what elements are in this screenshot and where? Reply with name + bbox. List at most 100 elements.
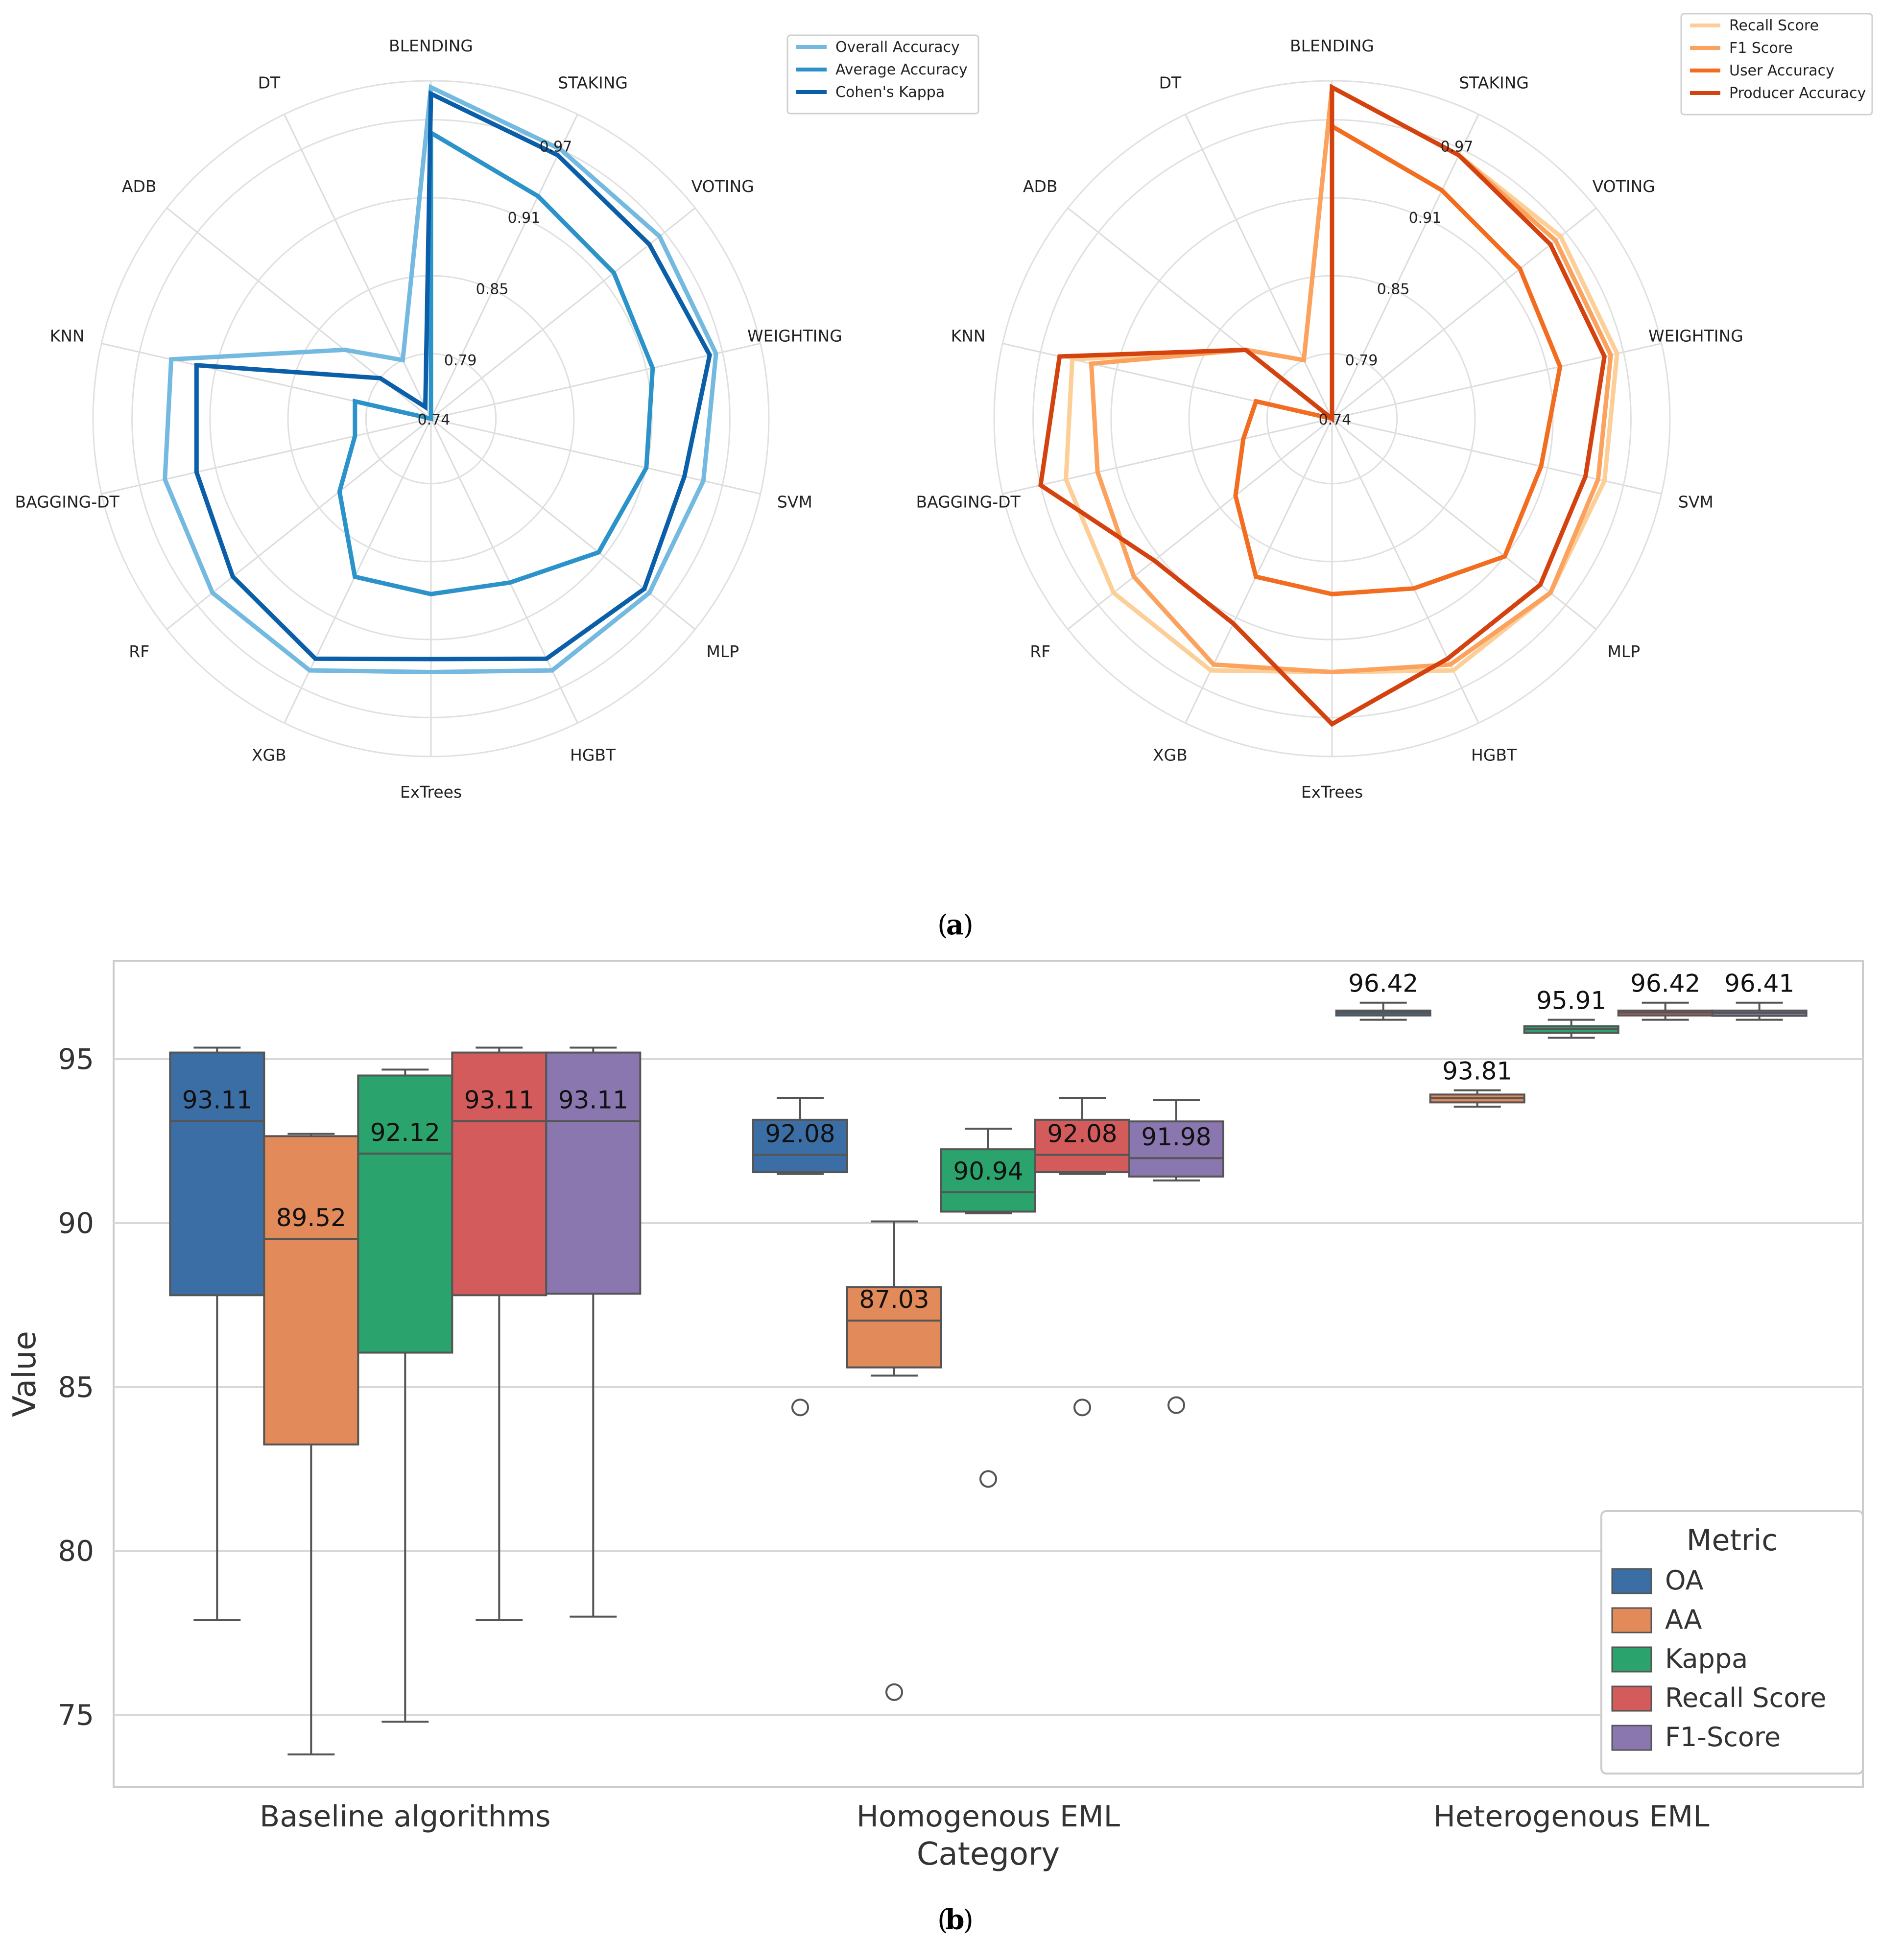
radar-legend-box [1680, 13, 1873, 116]
boxplot-category-label-heterogenous-eml: Heterogenous EML [1433, 1799, 1710, 1834]
radar-category-label-xgb: XGB [1153, 746, 1188, 765]
radar-spoke-hgbt [1331, 418, 1479, 724]
boxplot-legend-swatch-recall-score [1611, 1685, 1652, 1712]
box-body [940, 1148, 1036, 1213]
radar-category-label-svm: SVM [1678, 493, 1714, 512]
box-body [1034, 1118, 1130, 1174]
boxplot-y-tick-label: 90 [58, 1207, 94, 1240]
box-median-label: 96.41 [1724, 970, 1794, 998]
radar-legend-label-f1-score: F1 Score [1729, 40, 1793, 57]
panel-label-b: ( b ) [937, 1904, 974, 1936]
radar-radial-tick-label: 0.79 [444, 352, 477, 369]
radar-spoke-svm [1332, 418, 1662, 495]
radar-legend: Overall Accuracy Average Accuracy Cohen's … [786, 34, 979, 115]
radar-radial-tick-label: 0.79 [1345, 352, 1378, 369]
radar-legend-label-cohen-s-kappa: Cohen's Kappa [835, 84, 945, 101]
box-median-label: 91.98 [1141, 1123, 1211, 1151]
radar-series-recall-score [1064, 84, 1619, 675]
box-outlier [791, 1398, 809, 1417]
box-body [451, 1051, 547, 1297]
box-median-label: 89.52 [276, 1204, 346, 1232]
box-outlier [885, 1683, 903, 1701]
box-oa-heterogenous-eml: 96.42 [1335, 970, 1431, 1021]
box-body [1128, 1120, 1224, 1178]
radar-outer-ring [993, 80, 1671, 757]
box-body [846, 1286, 942, 1369]
box-aa-heterogenous-eml: 93.81 [1429, 1057, 1525, 1108]
radar-category-label-staking: STAKING [558, 73, 628, 92]
box-f1-score-baseline-algorithms: 93.11 [545, 1046, 642, 1618]
box-recall-score-homogenous-eml: 92.08 [1034, 1096, 1130, 1417]
box-outlier [1167, 1396, 1185, 1414]
radar-category-label-mlp: MLP [1607, 642, 1640, 661]
radar-category-label-rf: RF [129, 642, 149, 661]
boxplot-x-axis-label: Category [917, 1836, 1060, 1872]
radar-spoke-voting [430, 207, 696, 420]
radar-category-label-dt: DT [258, 73, 281, 92]
radar-series-f1-score [1089, 84, 1613, 675]
box-median-label: 96.42 [1630, 970, 1700, 998]
radar-category-label-knn: KNN [951, 326, 986, 345]
radar-spoke-bagging-dt [1002, 418, 1333, 495]
boxplot-legend-swatch-aa [1611, 1607, 1652, 1633]
radar-category-label-xgb: XGB [252, 746, 286, 765]
radar-category-label-hgbt: HGBT [1471, 746, 1517, 765]
boxplot-legend-swatch-f1-score [1611, 1725, 1652, 1751]
radar-category-label-bagging-dt: BAGGING-DT [916, 493, 1021, 512]
box-aa-homogenous-eml: 87.03 [846, 1220, 942, 1701]
radar-series-cohen-s-kappa [194, 90, 712, 662]
box-outlier [1073, 1398, 1091, 1417]
radar-chart-recall-f1-user-producer: 0.74 0.79 0.85 0.91 0.97 BLENDING STAKING VOTIN… [916, 13, 1873, 802]
box-outlier [979, 1470, 997, 1488]
radar-category-label-extrees: ExTrees [400, 782, 462, 802]
radar-series-producer-accuracy [1038, 83, 1607, 727]
radar-radial-tick-label: 0.97 [539, 139, 572, 156]
radar-category-label-adb: ADB [122, 177, 157, 196]
radar-legend-label-overall-accuracy: Overall Accuracy [835, 39, 960, 56]
box-median-label: 95.91 [1536, 987, 1606, 1015]
boxplot-legend-label-oa: OA [1665, 1565, 1704, 1596]
radar-radial-tick-label: 0.97 [1440, 139, 1473, 156]
boxplot-category-label-baseline-algorithms: Baseline algorithms [260, 1799, 550, 1834]
radar-category-label-blending: BLENDING [389, 36, 473, 55]
box-aa-baseline-algorithms: 89.52 [263, 1133, 359, 1756]
svg-text:(: ( [937, 1904, 948, 1936]
box-median-label: 93.11 [182, 1086, 252, 1114]
radar-radial-tick-label: 0.91 [1409, 210, 1442, 227]
boxplot-y-tick-label: 75 [58, 1699, 94, 1732]
boxplot-legend-box [1600, 1510, 1864, 1775]
radar-category-label-bagging-dt: BAGGING-DT [15, 493, 119, 512]
box-median-label: 93.11 [558, 1086, 628, 1114]
box-median-label: 92.08 [765, 1120, 835, 1148]
radar-category-label-adb: ADB [1023, 177, 1058, 196]
box-oa-baseline-algorithms: 93.11 [169, 1046, 265, 1621]
box-body [169, 1051, 265, 1297]
radar-legend-label-producer-accuracy: Producer Accuracy [1729, 85, 1866, 102]
box-body [752, 1118, 848, 1174]
box-median-label: 96.42 [1348, 970, 1418, 998]
radar-category-label-hgbt: HGBT [570, 746, 616, 765]
radar-category-label-extrees: ExTrees [1301, 782, 1363, 802]
radar-spoke-mlp [1332, 418, 1597, 630]
radar-category-label-voting: VOTING [691, 177, 754, 196]
radar-legend-label-user-accuracy: User Accuracy [1729, 62, 1834, 79]
radar-legend-label-recall-score: Recall Score [1729, 17, 1819, 34]
boxplot-legend-swatch-kappa [1611, 1646, 1652, 1673]
box-oa-homogenous-eml: 92.08 [752, 1096, 848, 1417]
box-median-label: 92.12 [370, 1118, 440, 1147]
radar-category-label-mlp: MLP [706, 642, 739, 661]
radar-category-label-knn: KNN [50, 326, 85, 345]
radar-category-label-blending: BLENDING [1290, 36, 1374, 55]
box-body [263, 1135, 359, 1446]
radar-legend-box [786, 34, 979, 115]
radar-chart-classifier-accuracy: 0.74 0.79 0.85 0.91 0.97 BLENDING STAKING VOTIN… [15, 34, 979, 802]
radar-category-label-weighting: WEIGHTING [1648, 326, 1743, 345]
box-median-label: 87.03 [859, 1285, 929, 1314]
boxplot-legend-label-f1-score: F1-Score [1665, 1722, 1781, 1752]
radar-legend: Recall Score F1 Score User Accuracy Produce… [1680, 13, 1873, 116]
box-f1-score-heterogenous-eml: 96.41 [1711, 970, 1808, 1021]
radar-category-label-weighting: WEIGHTING [747, 326, 842, 345]
boxplot-y-tick-label: 95 [58, 1042, 94, 1076]
radar-spoke-xgb [284, 418, 432, 724]
radar-spoke-svm [430, 418, 761, 495]
